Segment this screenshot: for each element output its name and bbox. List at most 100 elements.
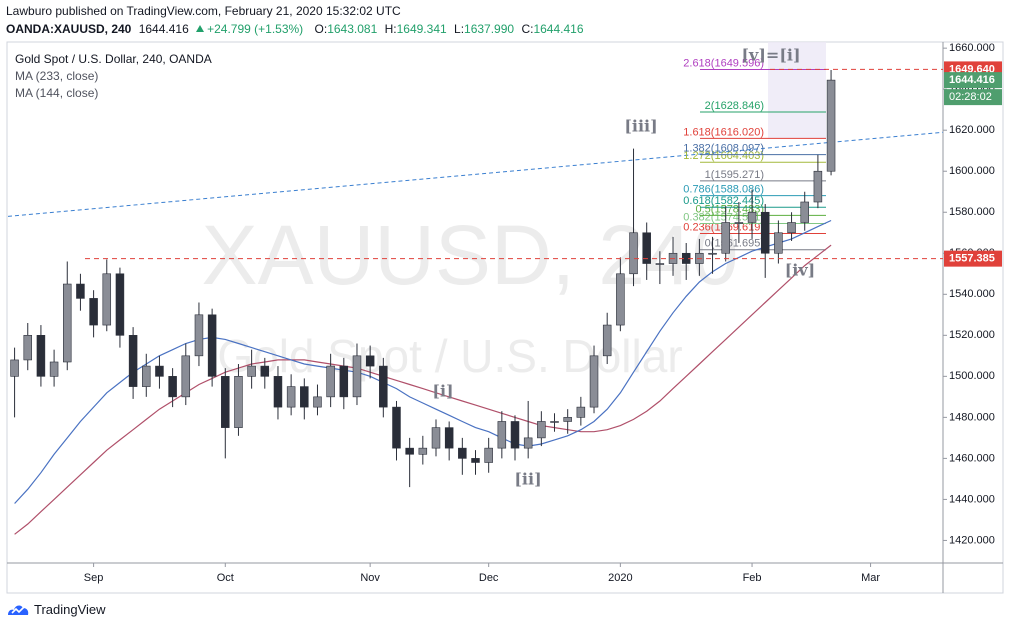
y-tick-label: 1520.000 [949,329,995,341]
brand: TradingView [34,601,106,617]
candle-body [734,222,744,224]
moving-average [14,219,832,504]
candle-body [23,335,33,361]
candle-body [155,365,164,377]
fib-label: 1.618(1616.020) [683,126,764,138]
candle-body [273,376,283,408]
high-value: 1649.341 [396,22,447,36]
high-label: H: [384,22,397,36]
footer: TradingView [6,600,106,618]
candle-body [286,386,296,408]
price-line-tag [944,250,1002,267]
wave-label: [ii] [514,470,541,489]
candle-body [655,263,665,265]
candle-body [63,283,72,363]
candle-body [721,222,730,254]
chart-frame [6,41,1004,594]
x-tick-label: Oct [217,572,234,584]
candle-body [616,273,625,326]
candle-body [76,283,85,299]
candle-body [537,421,546,439]
candle-body [471,458,480,463]
candle-body [787,222,796,234]
open-value: 1643.081 [327,22,378,36]
candle-body [339,365,349,398]
fib-label: 2.618(1649.596) [683,57,764,69]
y-tick-label: 1600.000 [949,165,995,177]
tv-logo [8,605,29,615]
candle-body [458,447,467,459]
candle-body [207,314,217,377]
y-tick-label: 1540.000 [949,288,995,300]
candle-body [326,365,335,398]
wave-label: [v]=[i] [741,46,800,65]
candle-body [128,335,138,387]
candle-body [444,427,454,449]
low-value: 1637.990 [464,22,515,36]
x-tick-label: Nov [360,572,380,584]
logo-line [11,606,25,614]
countdown-label: 02:28:02 [949,91,992,103]
candle-body [484,447,493,463]
open-label: O: [314,22,328,36]
candle-body [576,406,586,418]
candle-body [10,359,19,377]
candle-body [497,421,507,449]
x-tick-label: Sep [84,572,104,584]
candle-body [431,427,441,449]
x-tick-label: Mar [861,572,880,584]
wave-label: [iv] [785,261,816,280]
candle-body [589,355,599,408]
candle-body [523,437,533,449]
wave-label: [iii] [624,117,657,136]
change-text: +24.799 (+1.53%) [207,22,304,36]
y-tick-label: 1420.000 [949,534,995,546]
candle-body [418,447,428,455]
fib-label: 0.786(1588.086) [683,184,764,196]
candle-body [392,406,401,449]
candle-body [115,273,125,336]
candle-body [194,314,204,357]
x-tick-label: Dec [479,572,499,584]
x-tick-label: 2020 [608,572,632,584]
candle-body [510,421,520,449]
candle-body [563,417,572,422]
candle-body [800,201,809,223]
symbol: OANDA:XAUUSD, 240 [6,22,132,36]
candle-body [826,79,836,172]
candle-body [49,361,59,377]
last-price-tag [944,72,1002,89]
candle-body [142,365,151,387]
change: +24.799 (+1.53%) [196,22,307,36]
y-tick-label: 1500.000 [949,370,995,382]
candle-body [379,365,388,408]
legend-entry: MA (144, close) [15,86,98,100]
candle-body [405,447,414,455]
candle-body [642,232,651,264]
fib-label: 1(1595.271) [705,169,764,181]
close-value: 1644.416 [533,22,584,36]
x-tick-label: Feb [743,572,762,584]
candle-body [247,365,256,377]
candle-body [365,355,375,367]
candle-body [221,376,230,428]
legend-entry: MA (233, close) [15,69,98,83]
chart: XAUUSD, 240 Gold Spot / U.S. Dollar Gold… [6,41,1004,594]
close-label: C: [521,22,534,36]
author-line: Lawburo published on TradingView.com, Fe… [6,4,401,18]
moving-average [14,244,832,535]
candle-body [774,232,783,254]
trendline [7,131,944,217]
quote-line: OANDA:XAUUSD, 240 1644.416 +24.799 (+1.5… [6,22,588,36]
wave-label: [i] [432,382,453,401]
candle-body [36,335,46,377]
publish-line: Lawburo published on TradingView.com, Fe… [6,4,405,18]
candle-body [234,376,243,428]
y-tick-label: 1460.000 [949,452,995,464]
fib-label: 0.382(1574.521) [683,211,764,223]
candle-body [260,365,270,377]
fib-label: 1.382(1608.097) [683,143,764,155]
watermark: XAUUSD, 240 [202,208,739,302]
last-price-label: 1644.416 [949,74,995,86]
fib-label: 0.5(1578.483) [696,203,765,215]
